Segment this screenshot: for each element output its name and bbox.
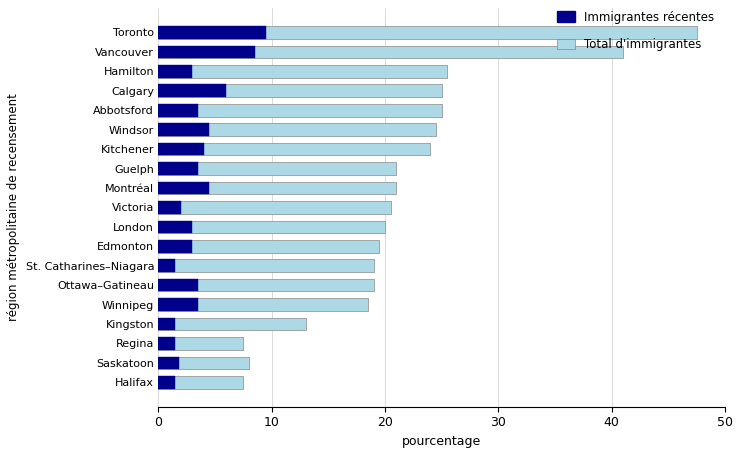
Bar xyxy=(158,182,397,194)
Bar xyxy=(158,337,243,350)
Bar xyxy=(158,104,442,116)
Bar xyxy=(158,65,192,78)
Bar xyxy=(158,143,431,156)
Bar xyxy=(158,104,198,116)
Bar xyxy=(158,279,198,292)
Bar xyxy=(158,376,243,389)
Bar xyxy=(158,46,623,58)
Y-axis label: région métropolitaine de recensement: région métropolitaine de recensement xyxy=(7,93,20,321)
Bar xyxy=(158,221,192,233)
Bar xyxy=(158,85,226,97)
Bar xyxy=(158,357,178,369)
Bar xyxy=(158,298,368,311)
Bar xyxy=(158,259,374,272)
Bar xyxy=(158,259,175,272)
X-axis label: pourcentage: pourcentage xyxy=(402,435,481,448)
Bar xyxy=(158,201,181,214)
Bar xyxy=(158,376,175,389)
Bar xyxy=(158,143,204,156)
Bar xyxy=(158,221,385,233)
Bar xyxy=(158,46,255,58)
Bar xyxy=(158,337,175,350)
Bar xyxy=(158,162,397,175)
Bar xyxy=(158,123,436,136)
Bar xyxy=(158,26,266,39)
Bar xyxy=(158,123,209,136)
Bar xyxy=(158,162,198,175)
Bar xyxy=(158,318,175,330)
Bar xyxy=(158,357,249,369)
Bar xyxy=(158,26,697,39)
Bar xyxy=(158,318,306,330)
Bar xyxy=(158,240,192,253)
Bar xyxy=(158,182,209,194)
Bar xyxy=(158,85,442,97)
Bar xyxy=(158,201,391,214)
Bar xyxy=(158,65,448,78)
Bar xyxy=(158,298,198,311)
Legend: Immigrantes récentes, Total d'immigrantes: Immigrantes récentes, Total d'immigrante… xyxy=(553,6,719,56)
Bar xyxy=(158,240,380,253)
Bar xyxy=(158,279,374,292)
